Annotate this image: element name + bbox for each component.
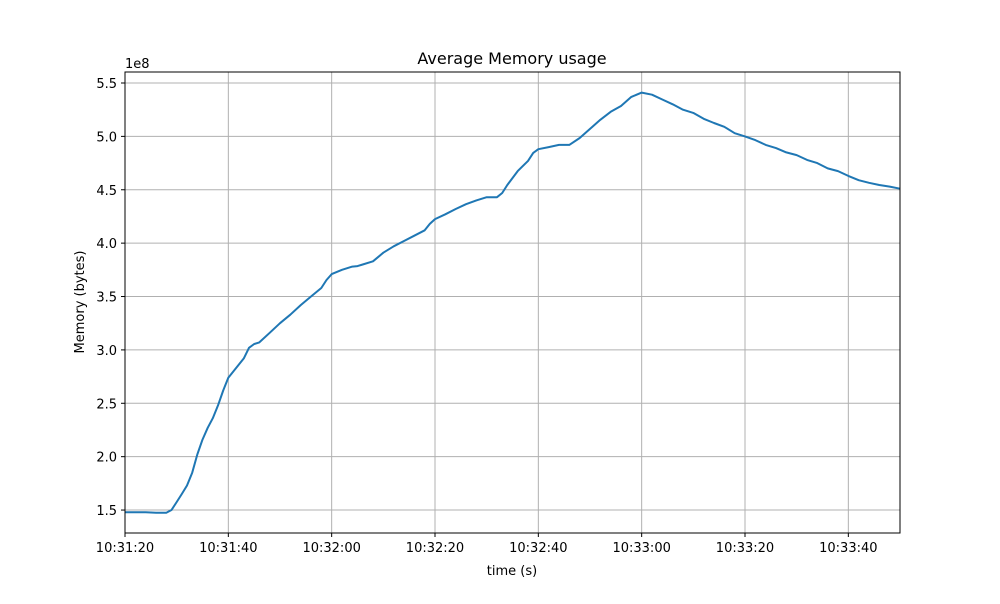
x-tick-label: 10:33:20 — [716, 541, 774, 556]
x-tick-label: 10:33:00 — [612, 541, 670, 556]
x-axis-ticks: 10:31:20 10:31:40 10:32:00 10:32:20 10:32:40… — [96, 533, 878, 556]
x-tick-label: 10:32:40 — [509, 541, 567, 556]
y-axis-label: Memory (bytes) — [73, 251, 88, 354]
memory-series-line — [125, 91, 901, 514]
y-tick-label: 5.0 — [96, 130, 117, 145]
y-tick-label: 5.5 — [96, 77, 117, 92]
x-tick-label: 10:33:40 — [819, 541, 877, 556]
chart-title: Average Memory usage — [417, 49, 606, 68]
y-tick-label: 4.5 — [96, 184, 117, 199]
y-tick-label: 3.5 — [96, 291, 117, 306]
x-axis-label: time (s) — [487, 564, 537, 579]
y-tick-label: 2.5 — [96, 397, 117, 412]
x-tick-label: 10:31:20 — [96, 541, 154, 556]
y-tick-label: 2.0 — [96, 451, 117, 466]
axes-frame — [124, 71, 901, 534]
y-tick-label: 1.5 — [96, 504, 117, 519]
grid-lines — [124, 72, 900, 533]
x-tick-label: 10:32:20 — [406, 541, 464, 556]
y-tick-label: 4.0 — [96, 237, 117, 252]
y-offset-label: 1e8 — [125, 57, 150, 72]
y-tick-label: 3.0 — [96, 344, 117, 359]
y-axis-ticks: 1.5 2.0 2.5 3.0 3.5 4.0 4.5 5.0 5.5 — [96, 77, 125, 519]
x-tick-label: 10:32:00 — [302, 541, 360, 556]
x-tick-label: 10:31:40 — [199, 541, 257, 556]
